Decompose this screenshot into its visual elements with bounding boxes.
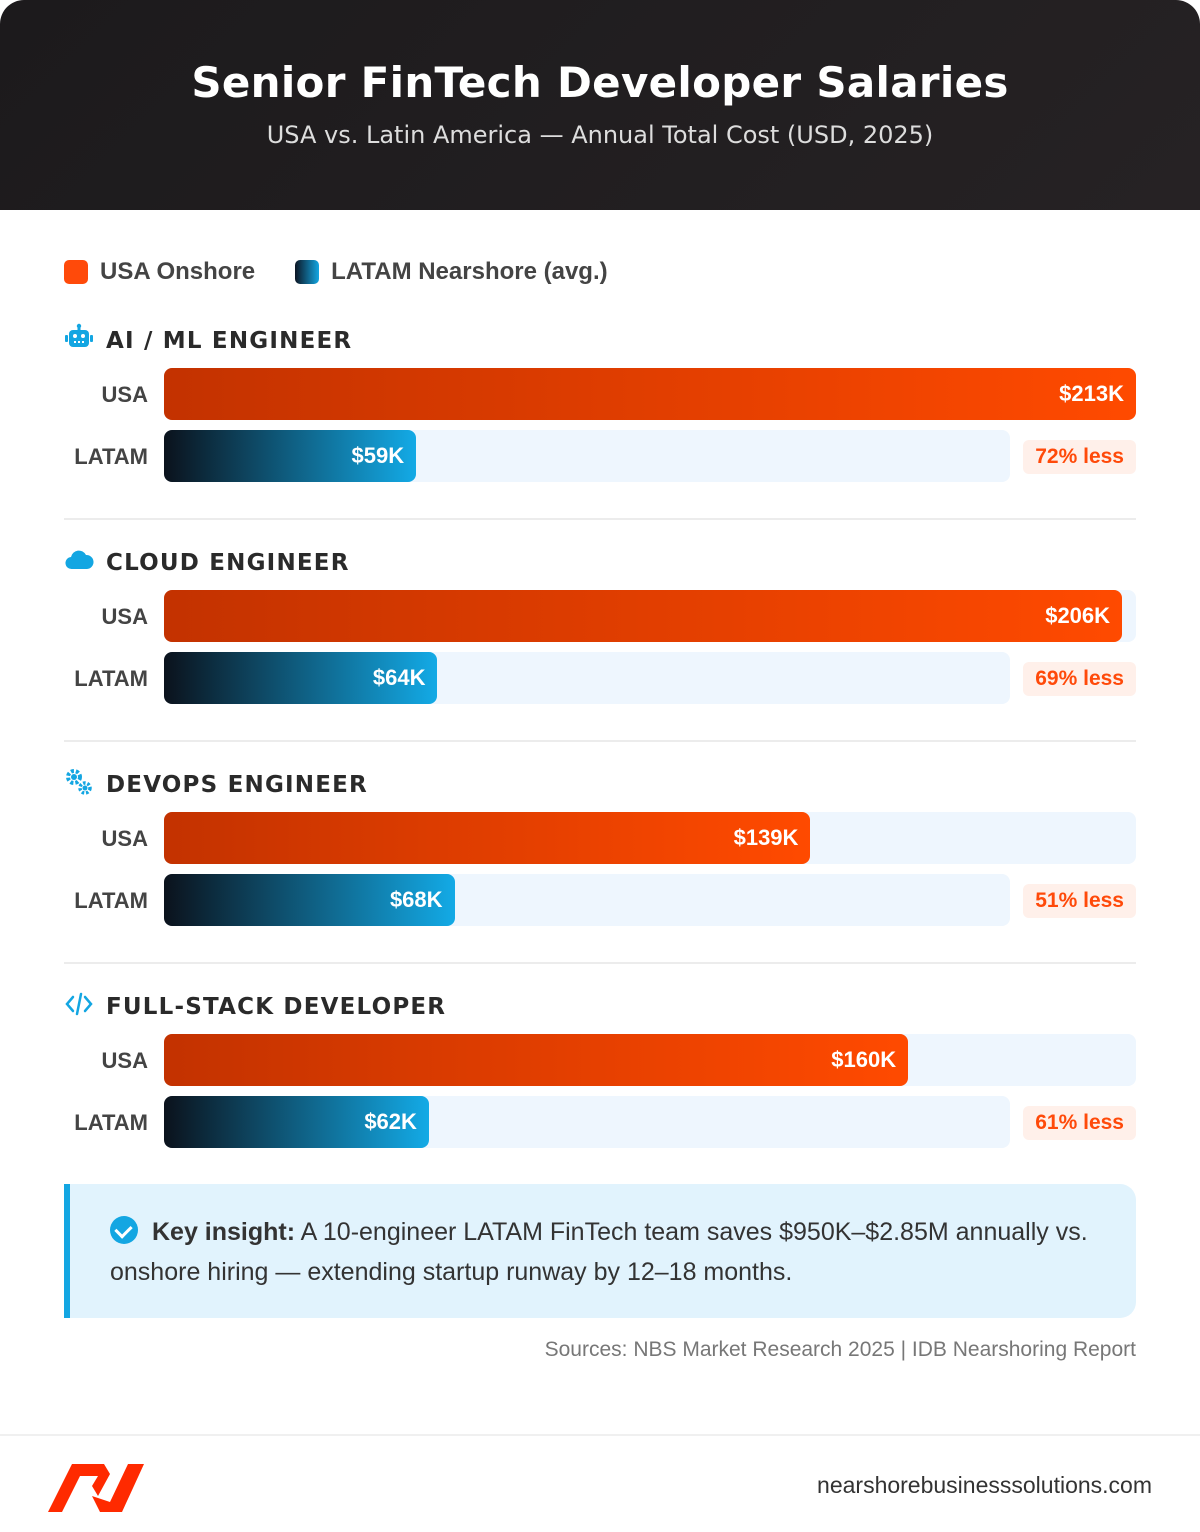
page-title: Senior FinTech Developer Salaries xyxy=(191,58,1009,107)
row-label: USA xyxy=(101,604,148,629)
insight-text: A 10-engineer LATAM FinTech team saves $… xyxy=(110,1218,1088,1286)
savings-badge: 51% less xyxy=(1023,884,1136,918)
category-title: DEVOPS ENGINEER xyxy=(64,767,1136,803)
latam-value-label: $64K xyxy=(372,665,426,690)
usa-row: USA $213K xyxy=(64,368,1136,420)
usa-bar: $160K xyxy=(164,1034,909,1086)
row-label: USA xyxy=(101,826,148,851)
row-label: USA xyxy=(101,382,148,407)
check-circle-icon xyxy=(110,1216,138,1244)
latam-value-label: $68K xyxy=(389,887,443,912)
savings-badge: 72% less xyxy=(1023,440,1136,474)
usa-value-label: $213K xyxy=(1059,381,1124,406)
page-subtitle: USA vs. Latin America — Annual Total Cos… xyxy=(266,121,934,149)
category-title-text: FULL-STACK DEVELOPER xyxy=(106,994,447,1020)
category-title-text: AI / ML ENGINEER xyxy=(106,328,353,354)
legend-label: USA Onshore xyxy=(100,258,256,285)
usa-bar: $213K xyxy=(164,368,1136,420)
category-section: AI / ML ENGINEER USA $213K LATAM $59K 72… xyxy=(64,323,1136,482)
usa-row: USA $206K xyxy=(64,590,1136,642)
code-icon xyxy=(64,989,94,1025)
legend-usa: USA Onshore xyxy=(64,258,255,286)
latam-bar: $68K xyxy=(164,874,455,926)
latam-row: LATAM $64K 69% less xyxy=(64,652,1136,704)
header: Senior FinTech Developer Salaries USA vs… xyxy=(0,0,1200,210)
category-section: FULL-STACK DEVELOPER USA $160K LATAM $62… xyxy=(64,992,1136,1148)
legend-latam: LATAM Nearshore (avg.) xyxy=(295,258,608,286)
latam-bar: $62K xyxy=(164,1096,429,1148)
row-label: LATAM xyxy=(74,1110,148,1135)
usa-value-label: $139K xyxy=(733,825,799,850)
row-label: LATAM xyxy=(74,888,148,913)
key-insight: Key insight: A 10-engineer LATAM FinTech… xyxy=(64,1184,1136,1318)
category-title-text: CLOUD ENGINEER xyxy=(106,550,350,576)
usa-row: USA $160K xyxy=(64,1034,1136,1086)
category-title: FULL-STACK DEVELOPER xyxy=(64,992,1136,1022)
latam-track: $68K xyxy=(164,874,1010,926)
usa-track: $206K xyxy=(164,590,1136,642)
row-label: LATAM xyxy=(74,666,148,691)
usa-track: $160K xyxy=(164,1034,1136,1086)
row-label: LATAM xyxy=(74,444,148,469)
latam-bar: $59K xyxy=(164,430,417,482)
legend-swatch-latam xyxy=(295,260,320,284)
usa-row: USA $139K xyxy=(64,812,1136,864)
legend-swatch-usa xyxy=(64,260,88,284)
usa-track: $213K xyxy=(164,368,1136,420)
usa-value-label: $160K xyxy=(831,1047,897,1072)
section-divider xyxy=(64,962,1136,964)
cloud-icon xyxy=(64,545,94,581)
latam-track: $64K xyxy=(164,652,1010,704)
latam-row: LATAM $62K 61% less xyxy=(64,1096,1136,1148)
latam-track: $59K xyxy=(164,430,1010,482)
row-label: USA xyxy=(101,1048,148,1073)
savings-badge: 61% less xyxy=(1023,1106,1136,1140)
savings-badge: 69% less xyxy=(1023,662,1136,696)
footer: nearshorebusinesssolutions.com xyxy=(0,1434,1200,1532)
category-section: CLOUD ENGINEER USA $206K LATAM $64K 69% … xyxy=(64,548,1136,704)
usa-bar: $206K xyxy=(164,590,1123,642)
latam-value-label: $59K xyxy=(351,443,405,468)
usa-track: $139K xyxy=(164,812,1136,864)
section-divider xyxy=(64,740,1136,742)
gears-icon xyxy=(64,767,94,803)
legend-label: LATAM Nearshore (avg.) xyxy=(331,258,608,285)
category-section: DEVOPS ENGINEER USA $139K LATAM $68K 51%… xyxy=(64,767,1136,926)
latam-row: LATAM $68K 51% less xyxy=(64,874,1136,926)
brand-logo xyxy=(48,1464,144,1512)
latam-track: $62K xyxy=(164,1096,1010,1148)
insight-label: Key insight: xyxy=(152,1218,296,1246)
category-title-text: DEVOPS ENGINEER xyxy=(106,772,368,798)
latam-bar: $64K xyxy=(164,652,438,704)
robot-icon xyxy=(64,323,94,359)
section-divider xyxy=(64,518,1136,520)
latam-value-label: $62K xyxy=(364,1109,417,1134)
sources: Sources: NBS Market Research 2025 | IDB … xyxy=(544,1338,1136,1361)
latam-row: LATAM $59K 72% less xyxy=(64,430,1136,482)
usa-value-label: $206K xyxy=(1045,603,1111,628)
usa-bar: $139K xyxy=(164,812,811,864)
category-title: AI / ML ENGINEER xyxy=(64,323,1136,359)
category-title: CLOUD ENGINEER xyxy=(64,548,1136,578)
website-link[interactable]: nearshorebusinesssolutions.com xyxy=(817,1472,1152,1498)
legend: USA Onshore LATAM Nearshore (avg.) xyxy=(64,258,608,286)
